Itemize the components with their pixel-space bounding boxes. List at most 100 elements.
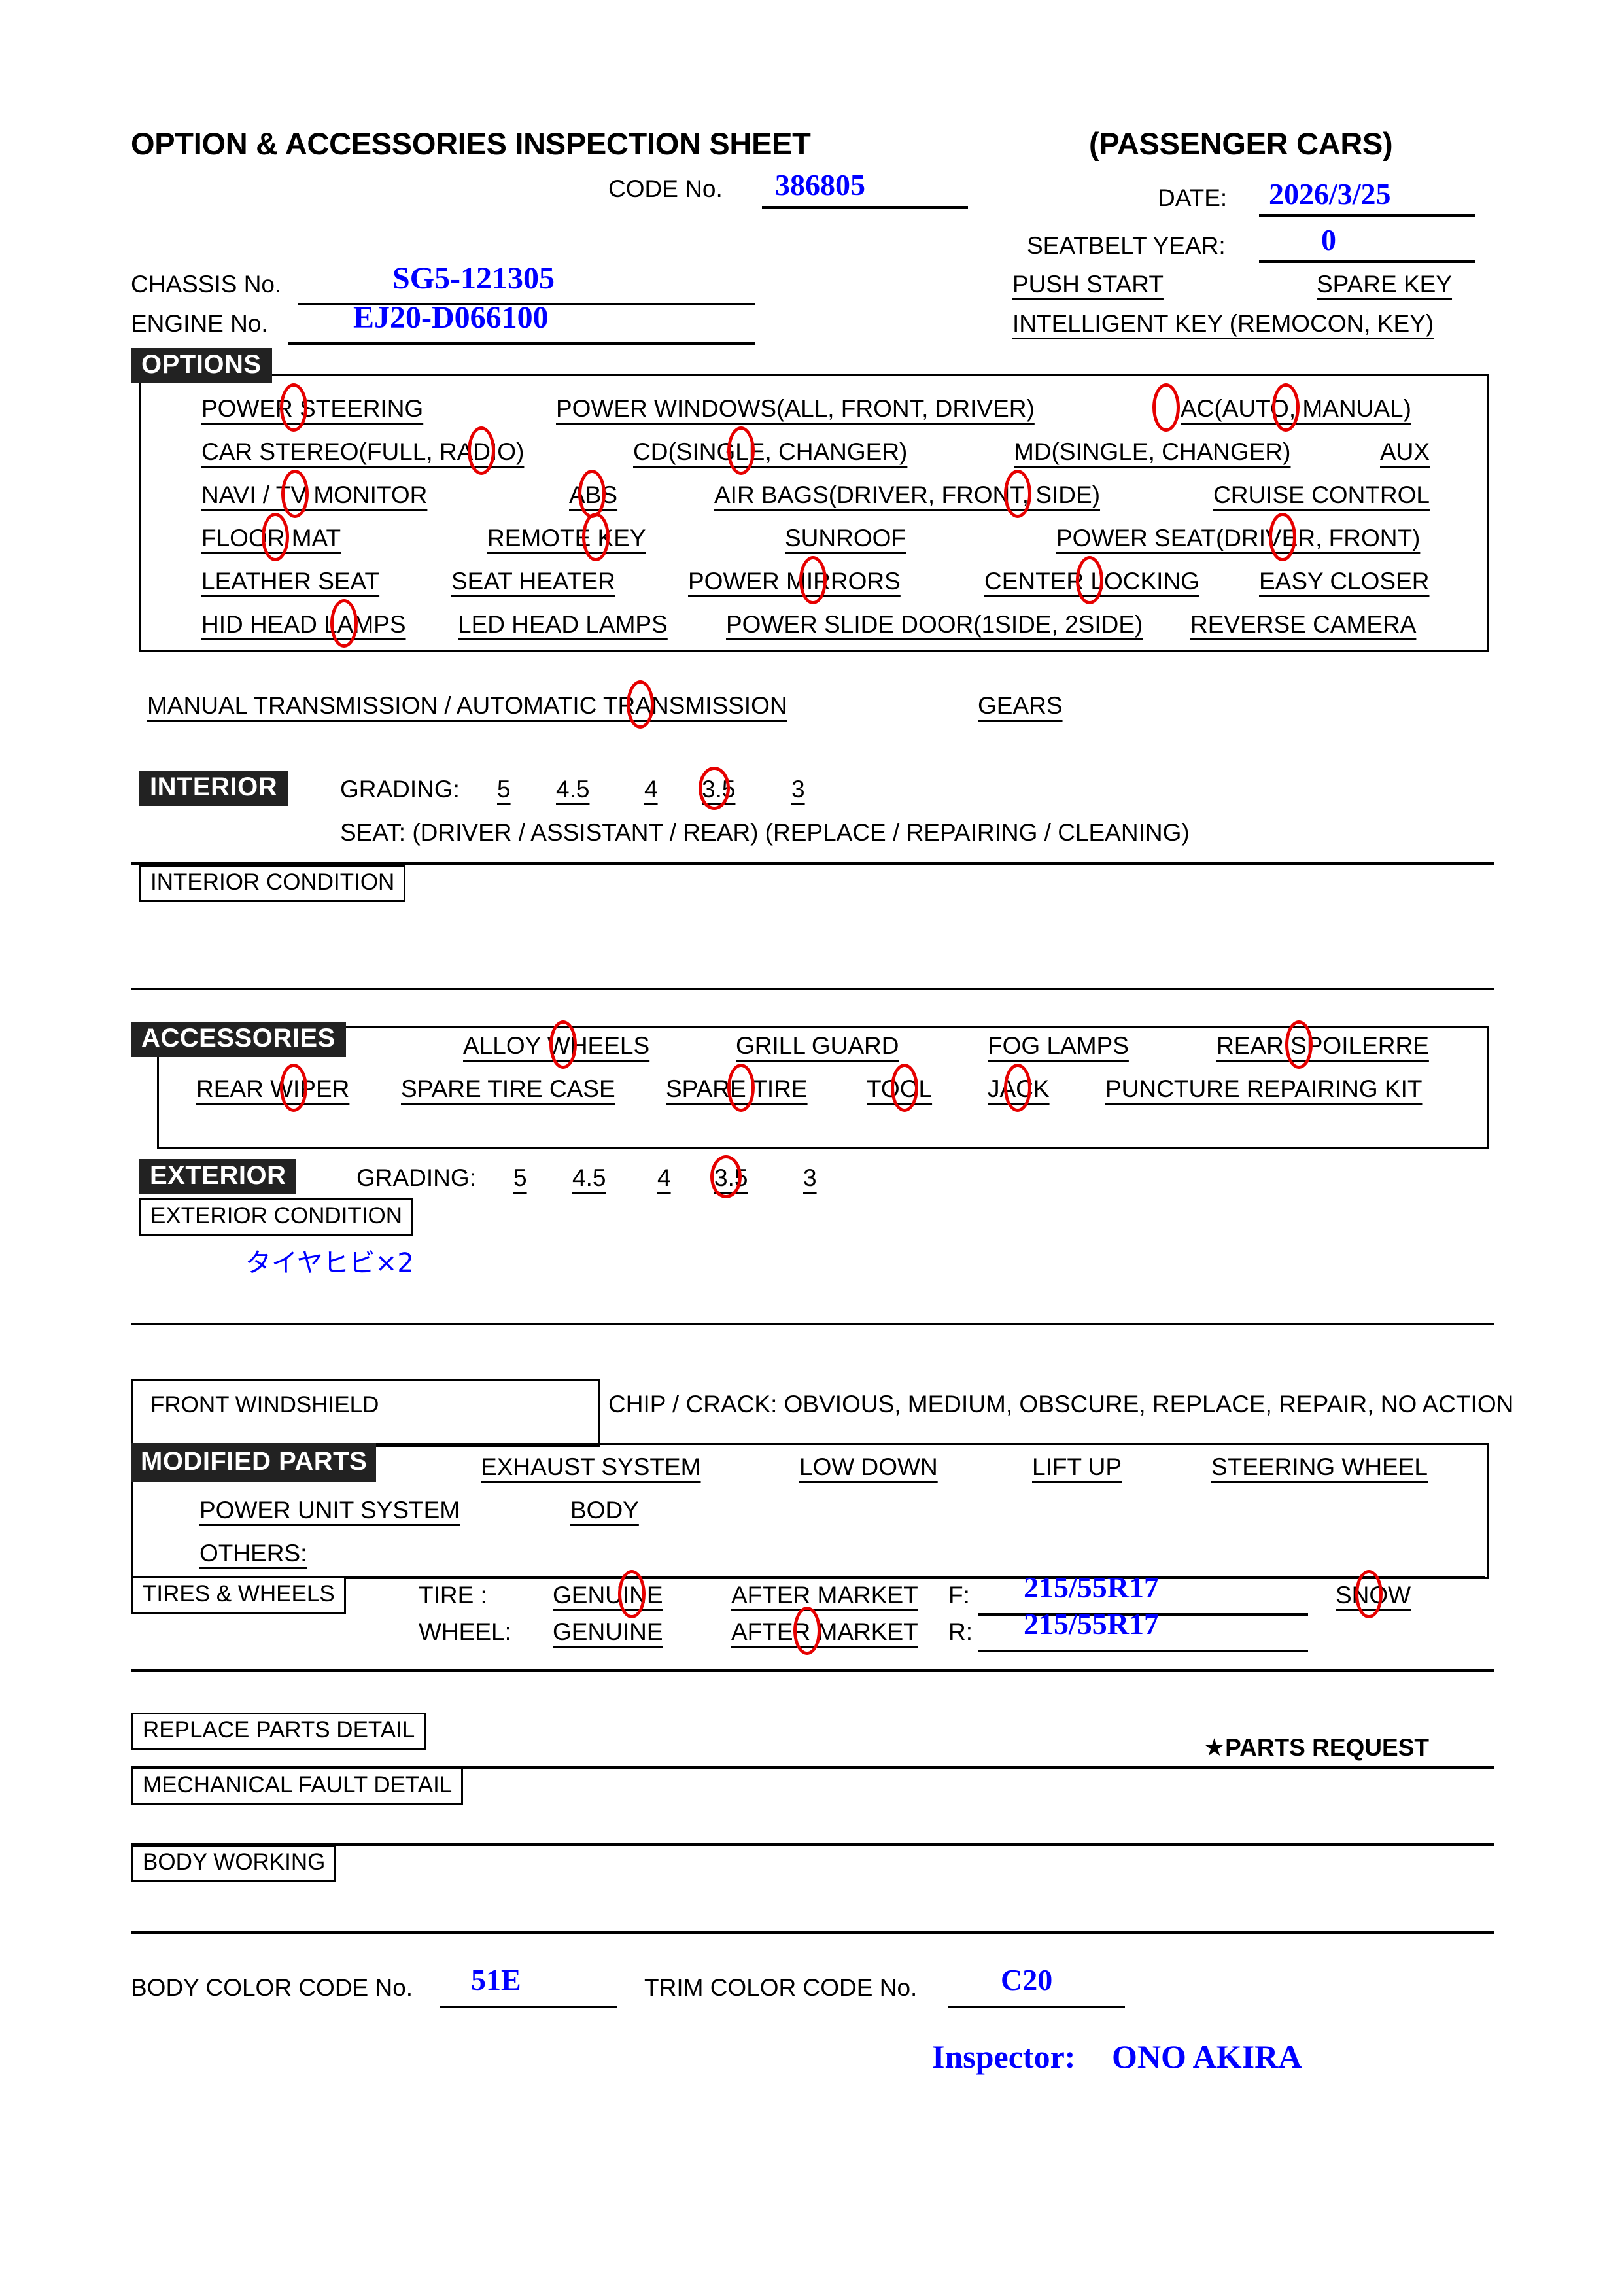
inspector-value[interactable]: ONO AKIRA xyxy=(1112,2038,1302,2075)
exterior-section-bottom-divider xyxy=(131,1323,1494,1325)
interior-seat-line[interactable]: SEAT: (DRIVER / ASSISTANT / REAR) (REPLA… xyxy=(340,819,1190,846)
date-label: DATE: xyxy=(1158,184,1228,211)
modified-steering-wheel[interactable]: STEERING WHEEL xyxy=(1211,1453,1428,1480)
exterior-condition-label: EXTERIOR CONDITION xyxy=(139,1198,414,1236)
inspector-label: Inspector: xyxy=(932,2038,1076,2075)
accessory-rear-wiper[interactable]: REAR WIPER xyxy=(196,1075,350,1102)
intelligent-key-option[interactable]: INTELLIGENT KEY (REMOCON, KEY) xyxy=(1012,310,1434,337)
body-color-code-value[interactable]: 51E xyxy=(471,1963,521,1996)
modified-low-down[interactable]: LOW DOWN xyxy=(799,1453,938,1480)
date-value[interactable]: 2026/3/25 xyxy=(1269,177,1391,211)
tire-front-value[interactable]: 215/55R17 xyxy=(1024,1571,1159,1604)
exterior-grade-5[interactable]: 5 xyxy=(513,1164,527,1191)
option-easy-closer[interactable]: EASY CLOSER xyxy=(1259,568,1430,595)
option-abs[interactable]: ABS xyxy=(569,481,618,508)
options-section-label: OPTIONS xyxy=(131,348,272,383)
option-power-mirrors[interactable]: POWER MIRRORS xyxy=(688,568,901,595)
accessory-fog-lamps[interactable]: FOG LAMPS xyxy=(988,1032,1129,1059)
tire-after-market[interactable]: AFTER MARKET xyxy=(731,1582,918,1609)
interior-grade-3-5[interactable]: 3.5 xyxy=(702,776,736,803)
engine-no-underline xyxy=(288,342,755,345)
option-floor-mat[interactable]: FLOOR MAT xyxy=(201,525,341,551)
trim-color-code-value[interactable]: C20 xyxy=(1001,1963,1053,1996)
body-working-top-rule xyxy=(131,1843,1494,1846)
option-reverse-camera[interactable]: REVERSE CAMERA xyxy=(1190,611,1417,638)
wheel-row-label: WHEEL: xyxy=(419,1618,511,1645)
option-remote-key[interactable]: REMOTE KEY xyxy=(487,525,646,551)
exterior-grading-label: GRADING: xyxy=(356,1164,476,1191)
gears-label[interactable]: GEARS xyxy=(978,692,1063,719)
exterior-condition-value[interactable]: タイヤヒビ×2 xyxy=(245,1248,414,1278)
option-sunroof[interactable]: SUNROOF xyxy=(785,525,906,551)
modified-body[interactable]: BODY xyxy=(570,1497,639,1523)
parts-request-label: ★PARTS REQUEST xyxy=(1203,1734,1429,1761)
accessory-spare-tire[interactable]: SPARE TIRE xyxy=(666,1075,808,1102)
option-leather-seat[interactable]: LEATHER SEAT xyxy=(201,568,380,595)
option-ac[interactable]: AC(AUTO, MANUAL) xyxy=(1181,395,1411,422)
tire-front-underline xyxy=(978,1613,1308,1616)
option-power-seat[interactable]: POWER SEAT(DRIVER, FRONT) xyxy=(1056,525,1421,551)
interior-grade-4[interactable]: 4 xyxy=(644,776,658,803)
tire-rear-value[interactable]: 215/55R17 xyxy=(1024,1607,1159,1641)
modified-exhaust-system[interactable]: EXHAUST SYSTEM xyxy=(481,1453,701,1480)
option-cruise-control[interactable]: CRUISE CONTROL xyxy=(1213,481,1430,508)
option-power-windows[interactable]: POWER WINDOWS(ALL, FRONT, DRIVER) xyxy=(556,395,1035,422)
chassis-no-value[interactable]: SG5-121305 xyxy=(392,261,555,296)
seatbelt-year-underline xyxy=(1259,260,1475,263)
modified-power-unit-system[interactable]: POWER UNIT SYSTEM xyxy=(199,1497,460,1523)
front-windshield-options[interactable]: CHIP / CRACK: OBVIOUS, MEDIUM, OBSCURE, … xyxy=(608,1391,1514,1418)
modified-others-label[interactable]: OTHERS: xyxy=(199,1540,307,1567)
exterior-grade-3-5[interactable]: 3.5 xyxy=(714,1164,748,1191)
replace-parts-detail-label: REPLACE PARTS DETAIL xyxy=(131,1713,426,1750)
accessory-puncture-kit[interactable]: PUNCTURE REPAIRING KIT xyxy=(1105,1075,1423,1102)
replace-parts-bottom-rule xyxy=(131,1766,1494,1769)
accessory-tool[interactable]: TOOL xyxy=(867,1075,933,1102)
exterior-section-label: EXTERIOR xyxy=(139,1159,297,1194)
wheel-after-market[interactable]: AFTER MARKET xyxy=(731,1618,918,1645)
interior-grade-3[interactable]: 3 xyxy=(791,776,805,803)
exterior-grade-3[interactable]: 3 xyxy=(803,1164,817,1191)
interior-grade-5[interactable]: 5 xyxy=(497,776,511,803)
page-title: OPTION & ACCESSORIES INSPECTION SHEET xyxy=(131,126,811,161)
seatbelt-year-label: SEATBELT YEAR: xyxy=(1027,232,1226,259)
interior-divider xyxy=(131,862,1494,865)
wheel-genuine[interactable]: GENUINE xyxy=(553,1618,663,1645)
push-start-option[interactable]: PUSH START xyxy=(1012,271,1164,298)
option-navi-tv-monitor[interactable]: NAVI / TV MONITOR xyxy=(201,481,428,508)
interior-section-bottom-divider xyxy=(131,988,1494,990)
mechanical-fault-detail-label: MECHANICAL FAULT DETAIL xyxy=(131,1767,464,1805)
option-seat-heater[interactable]: SEAT HEATER xyxy=(451,568,615,595)
accessory-spare-tire-case[interactable]: SPARE TIRE CASE xyxy=(401,1075,615,1102)
option-car-stereo[interactable]: CAR STEREO(FULL, RADIO) xyxy=(201,438,525,465)
option-center-locking[interactable]: CENTER LOCKING xyxy=(984,568,1199,595)
accessory-jack[interactable]: JACK xyxy=(988,1075,1050,1102)
tire-snow[interactable]: SNOW xyxy=(1336,1582,1411,1609)
tires-bottom-divider xyxy=(131,1669,1494,1672)
spare-key-option[interactable]: SPARE KEY xyxy=(1317,271,1453,298)
option-md[interactable]: MD(SINGLE, CHANGER) xyxy=(1014,438,1291,465)
option-air-bags[interactable]: AIR BAGS(DRIVER, FRONT, SIDE) xyxy=(714,481,1101,508)
footer-divider xyxy=(131,1931,1494,1934)
accessory-rear-spoilerre[interactable]: REAR SPOILERRE xyxy=(1216,1032,1429,1059)
trim-color-underline xyxy=(948,2006,1125,2008)
option-power-slide-door[interactable]: POWER SLIDE DOOR(1SIDE, 2SIDE) xyxy=(726,611,1143,638)
option-led-head-lamps[interactable]: LED HEAD LAMPS xyxy=(458,611,668,638)
exterior-grade-4-5[interactable]: 4.5 xyxy=(572,1164,606,1191)
interior-grade-4-5[interactable]: 4.5 xyxy=(556,776,590,803)
modified-lift-up[interactable]: LIFT UP xyxy=(1032,1453,1122,1480)
accessory-grill-guard[interactable]: GRILL GUARD xyxy=(736,1032,899,1059)
seatbelt-year-value[interactable]: 0 xyxy=(1321,223,1336,256)
exterior-grade-4[interactable]: 4 xyxy=(657,1164,671,1191)
engine-no-value[interactable]: EJ20-D066100 xyxy=(353,300,549,335)
page-subtitle: (PASSENGER CARS) xyxy=(1089,126,1393,161)
tire-genuine[interactable]: GENUINE xyxy=(553,1582,663,1609)
option-aux[interactable]: AUX xyxy=(1380,438,1430,465)
option-power-steering[interactable]: POWER STEERING xyxy=(201,395,424,422)
chassis-no-label: CHASSIS No. xyxy=(131,271,282,298)
option-cd[interactable]: CD(SINGLE, CHANGER) xyxy=(633,438,908,465)
transmission-line[interactable]: MANUAL TRANSMISSION / AUTOMATIC TRANSMIS… xyxy=(147,692,787,719)
interior-grading-label: GRADING: xyxy=(340,776,460,803)
accessory-alloy-wheels[interactable]: ALLOY WHEELS xyxy=(463,1032,650,1059)
code-no-value[interactable]: 386805 xyxy=(775,168,865,201)
option-hid-head-lamps[interactable]: HID HEAD LAMPS xyxy=(201,611,406,638)
